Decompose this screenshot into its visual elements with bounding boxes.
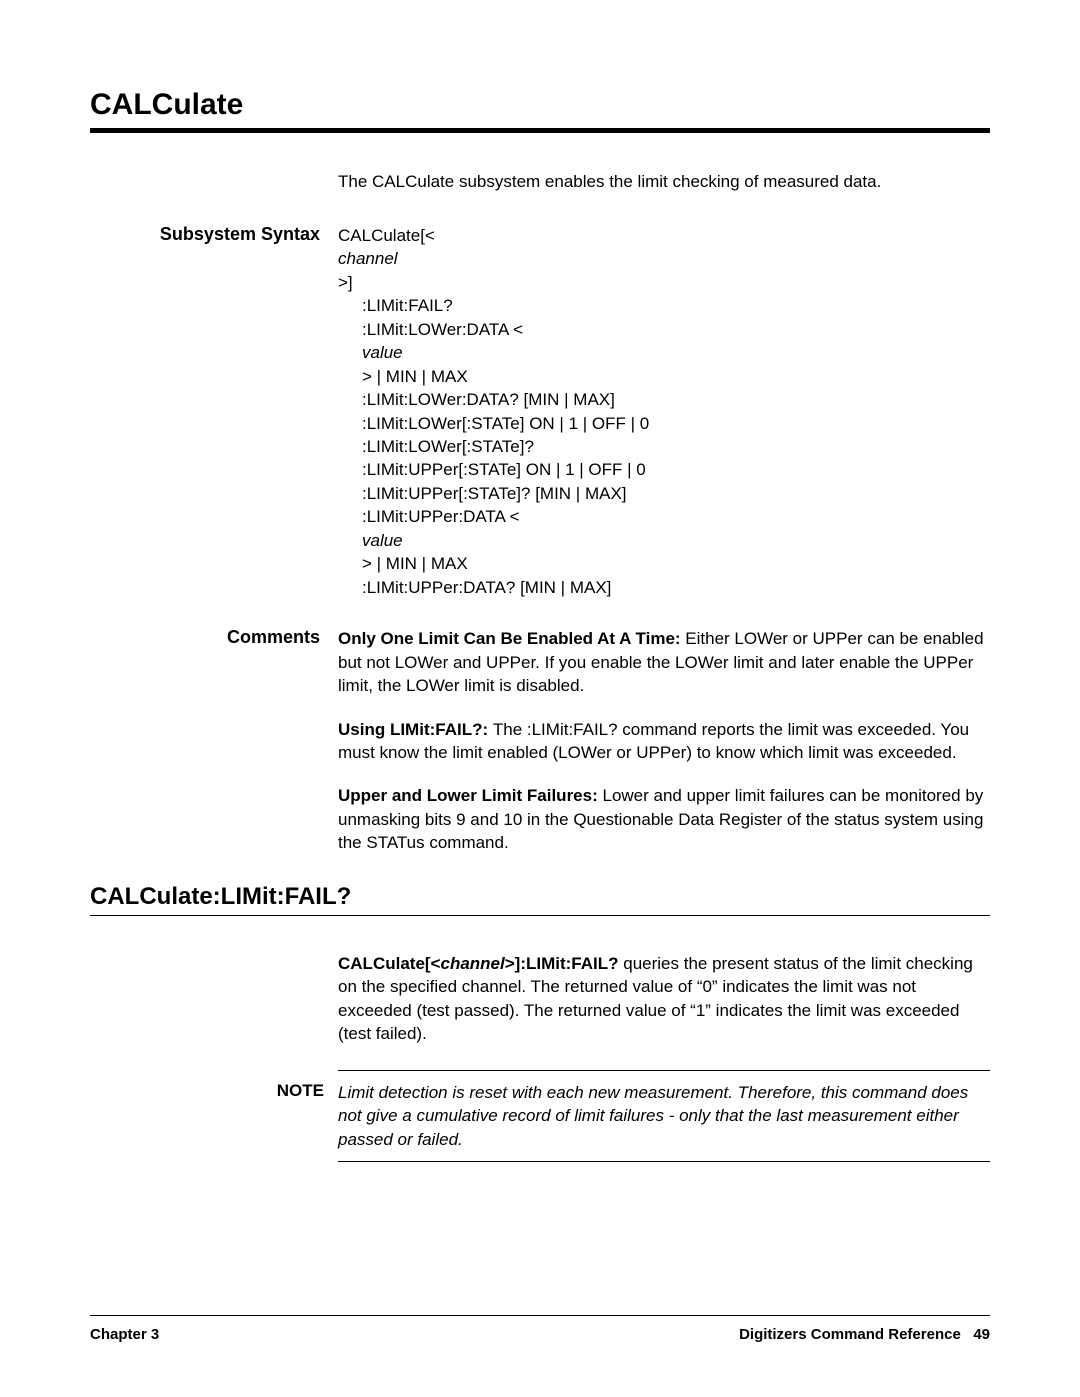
limit-fail-description: CALCulate[<channel>]:LIMit:FAIL? queries…	[338, 952, 990, 1046]
syntax-line: :LIMit:LOWer:DATA <value> | MIN | MAX	[338, 318, 990, 388]
note-label: NOTE	[90, 1081, 338, 1101]
syntax-line: :LIMit:UPPer[:STATe]? [MIN | MAX]	[338, 482, 990, 505]
heading-limit-fail: CALCulate:LIMit:FAIL?	[90, 883, 990, 915]
syntax-line: :LIMit:UPPer:DATA <value> | MIN | MAX	[338, 505, 990, 575]
comments-row: Comments Only One Limit Can Be Enabled A…	[90, 627, 990, 855]
comment-lead: Using LIMit:FAIL?:	[338, 720, 493, 739]
footer-row: Chapter 3 Digitizers Command Reference 4…	[90, 1326, 990, 1343]
note-rule-bottom	[338, 1161, 990, 1162]
comment-block: Using LIMit:FAIL?: The :LIMit:FAIL? comm…	[338, 718, 990, 765]
intro-text: The CALCulate subsystem enables the limi…	[338, 171, 990, 194]
comment-lead: Only One Limit Can Be Enabled At A Time:	[338, 629, 685, 648]
page: CALCulate The CALCulate subsystem enable…	[0, 0, 1080, 1397]
heading-calculate: CALCulate	[90, 88, 990, 128]
syntax-line: :LIMit:LOWer[:STATe]?	[338, 435, 990, 458]
note-block	[338, 1070, 990, 1071]
note-rule-top	[338, 1070, 990, 1071]
note-body: Limit detection is reset with each new m…	[338, 1081, 990, 1151]
syntax-line: :LIMit:FAIL?	[338, 294, 990, 317]
note-block-bottom	[338, 1161, 990, 1162]
footer-right: Digitizers Command Reference 49	[739, 1326, 990, 1343]
syntax-root: CALCulate[<channel>]	[338, 224, 990, 294]
comment-lead: Upper and Lower Limit Failures:	[338, 786, 602, 805]
heading-rule	[90, 128, 990, 133]
comments-body: Only One Limit Can Be Enabled At A Time:…	[338, 627, 990, 855]
heading-rule	[90, 915, 990, 916]
note-row: NOTE Limit detection is reset with each …	[90, 1081, 990, 1151]
page-footer: Chapter 3 Digitizers Command Reference 4…	[90, 1315, 990, 1343]
limit-fail-lead: CALCulate[<channel>]:LIMit:FAIL?	[338, 954, 619, 973]
syntax-line: :LIMit:LOWer[:STATe] ON | 1 | OFF | 0	[338, 412, 990, 435]
subsystem-syntax-body: CALCulate[<channel>] :LIMit:FAIL? :LIMit…	[338, 224, 990, 599]
comment-block: Upper and Lower Limit Failures: Lower an…	[338, 784, 990, 854]
comments-label: Comments	[90, 627, 338, 855]
syntax-line: :LIMit:UPPer[:STATe] ON | 1 | OFF | 0	[338, 458, 990, 481]
subsystem-syntax-row: Subsystem Syntax CALCulate[<channel>] :L…	[90, 224, 990, 599]
footer-chapter: Chapter 3	[90, 1326, 159, 1343]
comment-block: Only One Limit Can Be Enabled At A Time:…	[338, 627, 990, 697]
syntax-line: :LIMit:UPPer:DATA? [MIN | MAX]	[338, 576, 990, 599]
syntax-line: :LIMit:LOWer:DATA? [MIN | MAX]	[338, 388, 990, 411]
subsystem-syntax-label: Subsystem Syntax	[90, 224, 338, 599]
footer-rule	[90, 1315, 990, 1316]
